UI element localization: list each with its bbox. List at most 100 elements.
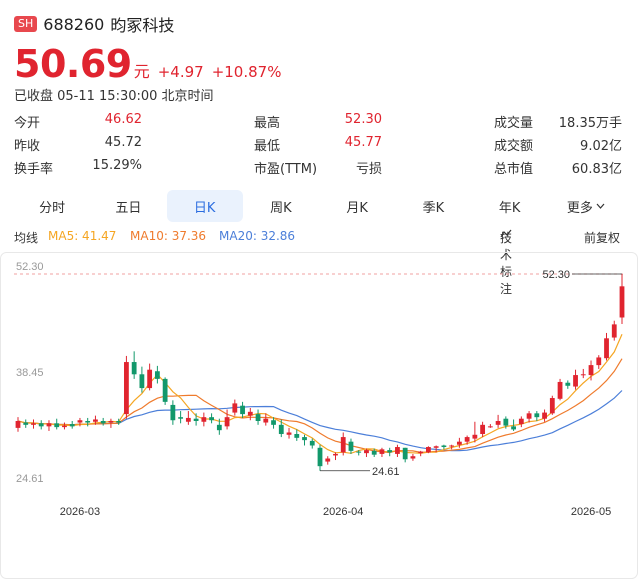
- candle-body: [433, 446, 439, 448]
- candle-body: [573, 375, 578, 387]
- tab-label: 日K: [193, 200, 216, 216]
- stat-label: 成交量: [494, 116, 534, 131]
- candle-body: [371, 450, 377, 455]
- ma20-value: MA20: 32.86: [219, 229, 296, 243]
- kline-chart[interactable]: 52.30 38.45 24.61 2026-03 2026-04 2026-05 52.3…: [0, 252, 638, 580]
- candle-body: [240, 405, 245, 415]
- candle-body: [441, 445, 447, 448]
- x-tick-label: 2026-04: [323, 506, 363, 518]
- tab-0[interactable]: 分时: [14, 190, 90, 222]
- chart-border: [0, 252, 638, 579]
- tab-6[interactable]: 年K: [472, 190, 548, 222]
- stat-value: 9.02亿: [580, 139, 622, 154]
- candle-body: [340, 437, 346, 453]
- y-tick-label: 24.61: [16, 473, 44, 485]
- tab-5[interactable]: 季K: [395, 190, 471, 222]
- candle-body: [108, 420, 114, 423]
- tab-4[interactable]: 月K: [319, 190, 395, 222]
- candle-body: [379, 449, 385, 454]
- period-tabs: 分时 五日 日K 周K 月K 季K 年K 更多: [14, 190, 624, 222]
- stat-label: 总市值: [494, 162, 534, 177]
- stat-label: 成交额: [494, 139, 534, 154]
- candle-body: [534, 413, 540, 418]
- candle-body: [549, 398, 555, 414]
- adjust-button[interactable]: 前复权: [584, 231, 621, 245]
- candle-body: [15, 420, 21, 428]
- candle-body: [542, 412, 547, 419]
- ma-label: 均线: [14, 231, 39, 245]
- stat-label: 换手率: [14, 162, 54, 177]
- candle-body: [464, 437, 470, 442]
- stat-label: 市盈(TTM): [254, 162, 318, 177]
- candle-body: [472, 434, 478, 439]
- candle-body: [480, 424, 486, 435]
- candle-body: [317, 447, 323, 467]
- candle-body: [503, 418, 509, 426]
- indicator-row: 均线 MA5: 41.47 MA10: 37.36 MA20: 32.86 技术…: [14, 229, 624, 296]
- candle-body: [170, 404, 176, 421]
- tab-label: 月K: [346, 200, 368, 216]
- max-annotation-label: 52.30: [542, 269, 570, 281]
- candle-body: [131, 362, 137, 375]
- tab-2[interactable]: 日K: [166, 190, 243, 222]
- min-annotation-label: 24.61: [372, 466, 400, 478]
- candle-body: [456, 441, 462, 445]
- stock-code: 688260: [43, 14, 105, 34]
- candle-body: [580, 374, 586, 376]
- candle-body: [85, 420, 91, 423]
- candle-body: [23, 422, 29, 425]
- candle-body: [54, 423, 60, 428]
- candle-body: [224, 417, 230, 427]
- stat-value: 46.62: [104, 112, 142, 127]
- candle-body: [518, 418, 524, 425]
- ma20-line: [17, 390, 623, 452]
- candle-body: [162, 378, 168, 402]
- candle-body: [487, 426, 493, 428]
- candle-body: [93, 419, 98, 422]
- candle-body: [193, 418, 199, 421]
- candle-body: [418, 451, 424, 454]
- candle-body: [185, 417, 191, 422]
- tab-1[interactable]: 五日: [90, 190, 166, 222]
- stat-value: 亏损: [355, 162, 382, 177]
- candle-body: [116, 420, 122, 423]
- candle-body: [201, 417, 207, 422]
- stat-label: 昨收: [14, 139, 41, 154]
- stat-label: 最高: [254, 116, 281, 131]
- tech-annotation-button[interactable]: 技术标注: [500, 229, 512, 296]
- price-change-pct: +10.87%: [211, 63, 282, 81]
- candle-body: [209, 417, 214, 421]
- candle-body: [449, 445, 455, 447]
- x-tick-label: 2026-05: [571, 506, 611, 518]
- candle-body: [278, 424, 284, 435]
- trend-icon: [500, 229, 512, 238]
- stat-label: 今开: [14, 116, 41, 131]
- tech-annotation-label: 技术标注: [500, 231, 513, 296]
- stat-value: 52.30: [344, 112, 382, 127]
- stat-value: 15.29%: [92, 158, 142, 173]
- candle-body: [100, 420, 106, 424]
- chevron-down-icon: [596, 203, 605, 209]
- candle-body: [147, 369, 153, 389]
- candle-body: [588, 365, 594, 376]
- candle-body: [557, 381, 563, 399]
- tab-7[interactable]: 更多: [548, 190, 624, 222]
- candle-body: [426, 447, 431, 453]
- candle-body: [333, 453, 338, 456]
- stat-label: 最低: [254, 139, 281, 154]
- tab-label: 分时: [39, 200, 66, 216]
- candle-body: [216, 424, 222, 431]
- stats-row: 昨收 45.72 最低 45.77 成交额 9.02亿: [14, 135, 624, 158]
- candle-body: [139, 374, 145, 389]
- stats-row: 换手率 15.29% 市盈(TTM) 亏损 总市值 60.83亿: [14, 158, 624, 181]
- candle-body: [604, 338, 609, 359]
- candle-body: [364, 450, 369, 454]
- candle-body: [124, 362, 129, 415]
- exchange-badge: SH: [14, 16, 38, 32]
- stock-header: SH 688260 昀冢科技: [14, 12, 174, 36]
- candle-body: [46, 423, 52, 427]
- candle-body: [62, 425, 67, 428]
- tab-3[interactable]: 周K: [243, 190, 319, 222]
- candle-body: [69, 424, 75, 427]
- candle-body: [511, 426, 516, 430]
